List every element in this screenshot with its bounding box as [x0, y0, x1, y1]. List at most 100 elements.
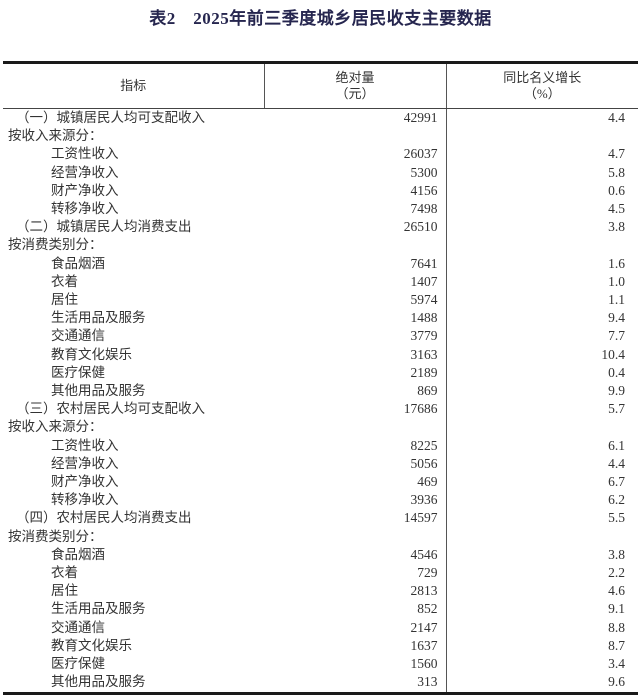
indicator-cell: 医疗保健	[51, 656, 105, 672]
indicator-cell: 工资性收入	[51, 146, 119, 162]
table-title: 表2 2025年前三季度城乡居民收支主要数据	[149, 9, 492, 28]
growth-value-cell: 2.2	[608, 565, 625, 581]
table-row: 医疗保健 1560 3.4	[3, 655, 638, 674]
absolute-value-cell: 4546	[264, 545, 447, 565]
indicator-cell: 生活用品及服务	[51, 310, 146, 326]
indicator-cell: 转移净收入	[51, 492, 119, 508]
indicator-cell: 衣着	[51, 273, 78, 289]
absolute-value-cell: 42991	[264, 108, 447, 128]
table-row: 交通通信 3779 7.7	[3, 327, 638, 346]
indicator-cell: （四）农村居民人均消费支出	[16, 510, 192, 526]
absolute-value-cell	[264, 527, 447, 546]
table-row: 衣着 1407 1.0	[3, 272, 638, 292]
growth-value-cell: 3.4	[608, 656, 625, 672]
header-growth: 同比名义增长 （%）	[446, 62, 638, 109]
table-row: 教育文化娱乐 3163 10.4	[3, 345, 638, 364]
absolute-value-cell: 3779	[264, 327, 447, 346]
absolute-value-cell: 1637	[264, 636, 447, 656]
header-growth-unit: （%）	[523, 86, 561, 101]
indicator-cell: 其他用品及服务	[51, 383, 146, 399]
growth-value-cell	[446, 236, 638, 254]
growth-value-cell: 5.5	[608, 510, 625, 526]
growth-value-cell	[446, 528, 638, 546]
table-row: 居住 2813 4.6	[3, 582, 638, 601]
growth-value-cell: 4.4	[608, 110, 625, 125]
header-indicator: 指标	[3, 62, 265, 109]
growth-value-cell: 3.8	[608, 219, 625, 235]
growth-value-cell: 1.6	[608, 255, 625, 271]
growth-value-cell: 8.8	[608, 619, 625, 635]
absolute-value-cell: 3163	[264, 345, 447, 364]
absolute-value-cell: 852	[264, 600, 447, 619]
absolute-value-cell: 313	[264, 673, 447, 693]
absolute-value-cell: 17686	[264, 400, 447, 419]
growth-value-cell: 5.7	[608, 401, 625, 417]
table-header: 指标 绝对量 （元） 同比名义增长 （%）	[3, 62, 638, 109]
absolute-value-cell: 1560	[264, 655, 447, 674]
growth-value-cell: 9.6	[608, 674, 625, 690]
table-row: 其他用品及服务 869 9.9	[3, 382, 638, 401]
indicator-cell: 按收入来源分：	[8, 128, 103, 144]
indicator-cell: 经营净收入	[51, 455, 119, 471]
absolute-value-cell: 469	[264, 473, 447, 492]
absolute-value-cell: 1407	[264, 272, 447, 292]
indicator-cell: 交通通信	[51, 328, 105, 344]
absolute-value-cell: 5300	[264, 163, 447, 182]
growth-value-cell: 4.6	[608, 583, 625, 599]
table-row: （四）农村居民人均消费支出 14597 5.5	[3, 509, 638, 528]
growth-value-cell: 4.4	[608, 455, 625, 471]
absolute-value-cell	[264, 236, 447, 255]
table-row: 按消费类别分：	[3, 236, 638, 255]
indicator-cell: 其他用品及服务	[51, 674, 146, 690]
indicator-cell: 医疗保健	[51, 364, 105, 380]
absolute-value-cell: 2189	[264, 363, 447, 383]
absolute-value-cell: 729	[264, 564, 447, 583]
header-absolute: 绝对量 （元）	[264, 62, 447, 109]
absolute-value-cell: 2147	[264, 618, 447, 637]
absolute-value-cell: 3936	[264, 491, 447, 510]
table-row: 按消费类别分：	[3, 527, 638, 546]
absolute-value-cell: 14597	[264, 509, 447, 528]
table-row: 食品烟酒 4546 3.8	[3, 545, 638, 565]
indicator-cell: 工资性收入	[51, 437, 119, 453]
table-row: 教育文化娱乐 1637 8.7	[3, 636, 638, 656]
growth-value-cell: 4.7	[608, 146, 625, 162]
table-row: 食品烟酒 7641 1.6	[3, 254, 638, 273]
absolute-value-cell: 869	[264, 382, 447, 401]
table-row: 其他用品及服务 313 9.6	[3, 673, 638, 693]
indicator-cell: （二）城镇居民人均消费支出	[16, 219, 192, 235]
growth-value-cell: 9.9	[608, 383, 625, 399]
header-absolute-unit: （元）	[335, 86, 375, 101]
absolute-value-cell: 7641	[264, 254, 447, 273]
growth-value-cell: 6.2	[608, 492, 625, 508]
growth-value-cell: 1.1	[608, 292, 625, 308]
absolute-value-cell: 7498	[264, 200, 447, 219]
table-row: （二）城镇居民人均消费支出 26510 3.8	[3, 218, 638, 237]
indicator-cell: 转移净收入	[51, 201, 119, 217]
indicator-cell: 财产净收入	[51, 474, 119, 490]
table-row: 财产净收入 4156 0.6	[3, 181, 638, 201]
table-row: （三）农村居民人均可支配收入 17686 5.7	[3, 400, 638, 419]
absolute-value-cell: 26037	[264, 145, 447, 164]
growth-value-cell	[446, 127, 638, 145]
table-row: 按收入来源分：	[3, 418, 638, 437]
absolute-value-cell: 5056	[264, 454, 447, 474]
table-row: 生活用品及服务 852 9.1	[3, 600, 638, 619]
indicator-cell: 食品烟酒	[51, 546, 105, 562]
table-row: （一）城镇居民人均可支配收入 42991 4.4	[3, 108, 638, 128]
table-row: 衣着 729 2.2	[3, 564, 638, 583]
growth-value-cell: 9.1	[608, 601, 625, 617]
indicator-cell: 按消费类别分：	[8, 528, 103, 544]
indicator-cell: （一）城镇居民人均可支配收入	[16, 110, 205, 125]
table-row: 财产净收入 469 6.7	[3, 473, 638, 492]
table-body: （一）城镇居民人均可支配收入 42991 4.4 按收入来源分： 工资性收入 26037 4…	[3, 108, 638, 693]
growth-value-cell: 4.5	[608, 201, 625, 217]
growth-value-cell: 6.7	[608, 474, 625, 490]
absolute-value-cell	[264, 418, 447, 437]
indicator-cell: 经营净收入	[51, 164, 119, 180]
table-row: 经营净收入 5300 5.8	[3, 163, 638, 182]
header-absolute-label: 绝对量	[335, 70, 375, 85]
indicator-cell: 教育文化娱乐	[51, 637, 132, 653]
table-row: 医疗保健 2189 0.4	[3, 363, 638, 383]
absolute-value-cell: 4156	[264, 181, 447, 201]
